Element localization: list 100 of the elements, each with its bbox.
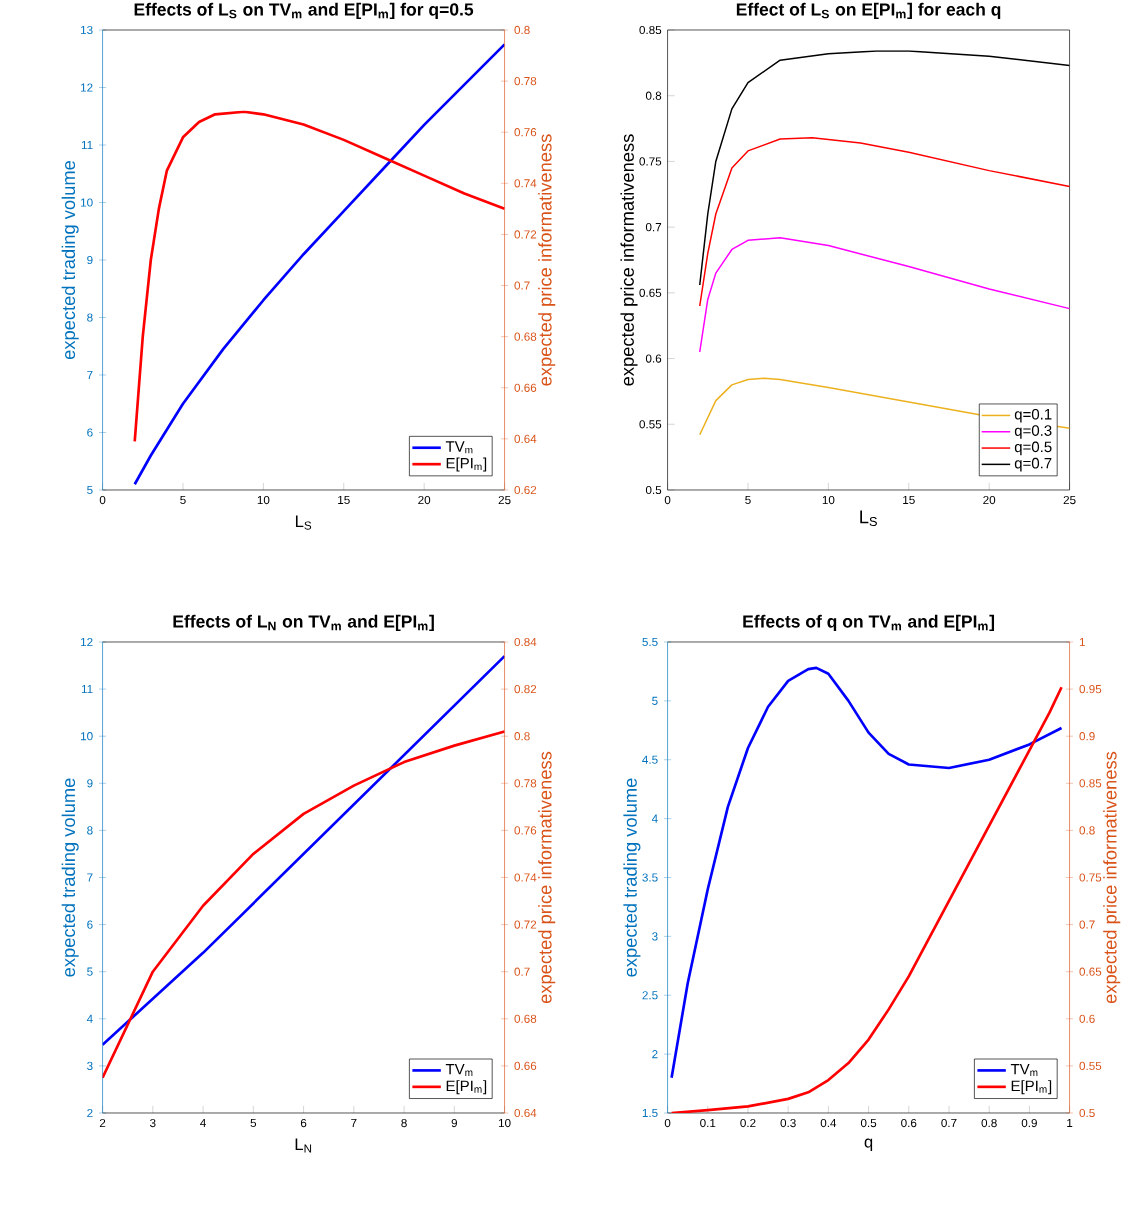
y-tick-label: 4 <box>87 1014 93 1023</box>
line-series <box>699 236 1070 353</box>
x-tick-label: 5 <box>250 1118 257 1128</box>
y2-tick-label: 0.7 <box>514 281 530 290</box>
y-tick-label: 0.85 <box>639 25 662 35</box>
x-tick-label: 0.8 <box>981 1118 997 1128</box>
y2-tick-label: 0.65 <box>1079 967 1102 976</box>
y2-tick-label: 0.64 <box>514 434 537 443</box>
x-tick-label: 0.6 <box>901 1118 917 1128</box>
y-tick-label: 10 <box>81 198 93 207</box>
legend-label: TV$_{m}$ <box>1011 1064 1038 1076</box>
y2-axis-title: expected price informativeness <box>538 134 556 386</box>
chart-title: Effects of q on TV$_{m}$ and E[PI$_{m}$] <box>743 614 995 632</box>
legend-label: E[PI$_{m}$] <box>446 457 487 472</box>
x-tick-label: 7 <box>351 1118 357 1127</box>
legend-label: q=0.1 <box>1015 408 1052 423</box>
legend-label: q=0.7 <box>1015 457 1052 472</box>
y-tick-label: 12 <box>81 83 93 92</box>
x-tick-label: 0.1 <box>700 1118 716 1128</box>
line-series <box>699 137 1070 307</box>
x-tick-label: 0 <box>99 495 106 505</box>
y-tick-label: 0.5 <box>646 485 662 495</box>
y2-tick-label: 0.5 <box>1079 1108 1095 1118</box>
x-tick-label: 3 <box>150 1118 156 1128</box>
y2-tick-label: 0.66 <box>514 383 537 392</box>
x-axis-title: q <box>864 1138 873 1152</box>
y-tick-label: 6 <box>87 920 93 929</box>
y2-tick-label: 0.76 <box>514 826 537 835</box>
x-tick-label: 0.4 <box>820 1118 837 1128</box>
y2-axis-title: expected price informativeness <box>1103 751 1121 1004</box>
x-tick-label: 15 <box>338 495 350 505</box>
y-axis-title: expected trading volume <box>61 160 79 360</box>
y-tick-label: 6 <box>87 428 93 437</box>
y-tick-label: 11 <box>82 685 93 694</box>
legend-label: q=0.3 <box>1015 425 1052 439</box>
y-tick-label: 3 <box>652 932 658 941</box>
x-tick-label: 5 <box>180 495 186 505</box>
y2-tick-label: 0.72 <box>514 230 537 239</box>
y-tick-label: 10 <box>81 732 93 741</box>
x-tick-label: 1 <box>1067 1118 1073 1127</box>
y2-tick-label: 0.55 <box>1079 1061 1102 1071</box>
y-tick-label: 1.5 <box>643 1108 658 1118</box>
y-tick-label: 4.5 <box>642 755 658 764</box>
x-tick-label: 0 <box>664 495 671 505</box>
legend-label: TV$_{m}$ <box>446 1064 473 1076</box>
y-tick-label: 9 <box>87 255 93 265</box>
y2-tick-label: 0.8 <box>514 732 530 741</box>
y-axis-title: expected trading volume <box>61 778 79 977</box>
legend-label: TV$_{m}$ <box>446 441 473 454</box>
x-tick-label: 20 <box>418 495 431 505</box>
y-tick-label: 11 <box>82 140 93 150</box>
y-tick-label: 9 <box>87 779 93 788</box>
y-tick-label: 7 <box>87 370 93 380</box>
x-tick-label: 0.2 <box>740 1118 756 1128</box>
y2-tick-label: 0.75 <box>1079 873 1102 882</box>
y2-tick-label: 0.74 <box>514 179 537 188</box>
line-series <box>133 110 505 443</box>
y2-tick-label: 0.82 <box>514 684 537 694</box>
x-axis-title: L$_{N}$ <box>295 1138 312 1153</box>
y-axis-title: expected trading volume <box>623 778 641 977</box>
x-tick-label: 5 <box>745 495 751 505</box>
x-tick-label: 10 <box>822 495 835 505</box>
y2-tick-label: 0.68 <box>514 332 537 341</box>
legend-label: E[PI$_{m}$] <box>1011 1080 1052 1095</box>
y2-tick-label: 0.78 <box>514 779 537 788</box>
y2-tick-label: 0.7 <box>514 967 530 976</box>
y2-axis-title: expected price informativeness <box>538 751 556 1004</box>
y-tick-label: 0.55 <box>639 420 662 429</box>
x-tick-label: 25 <box>1063 495 1076 505</box>
y2-tick-label: 0.76 <box>514 128 537 137</box>
y-tick-label: 2 <box>652 1050 658 1059</box>
y2-tick-label: 0.72 <box>514 920 537 929</box>
chart-title: Effects of L$_{N}$ on TV$_{m}$ and E[PI$_{m}$] <box>173 614 435 632</box>
y-tick-label: 2 <box>87 1108 93 1118</box>
y-tick-label: 5.5 <box>642 637 658 647</box>
y2-tick-label: 0.9 <box>1079 732 1095 741</box>
y-tick-label: 5 <box>87 967 93 976</box>
x-tick-label: 0.7 <box>941 1118 957 1128</box>
y-axis-title: expected price informativeness <box>620 134 638 386</box>
y2-tick-label: 0.7 <box>1079 920 1095 929</box>
x-tick-label: 6 <box>301 1118 307 1128</box>
y2-tick-label: 0.85 <box>1079 779 1102 788</box>
y-tick-label: 7 <box>87 873 93 882</box>
y2-tick-label: 0.66 <box>514 1061 537 1071</box>
y2-tick-label: 0.78 <box>514 76 537 86</box>
y2-tick-label: 0.74 <box>514 873 537 882</box>
chart-title: Effects of L$_{S}$ on TV$_{m}$ and E[PI$_{m}$] for q=0.5 <box>134 2 474 20</box>
y-tick-label: 5 <box>87 485 93 495</box>
line-series <box>102 730 505 1080</box>
y-tick-label: 3 <box>87 1061 93 1071</box>
y2-tick-label: 0.84 <box>514 637 537 647</box>
y2-tick-label: 0.64 <box>514 1108 537 1118</box>
y-tick-label: 0.75 <box>639 157 662 166</box>
chart-title: Effect of L$_{S}$ on E[PI$_{m}$] for each q <box>737 2 1001 20</box>
x-tick-label: 2 <box>100 1118 106 1128</box>
x-tick-label: 9 <box>451 1118 458 1128</box>
y-tick-label: 8 <box>87 826 93 835</box>
y-tick-label: 3.5 <box>642 873 658 882</box>
y-tick-label: 0.8 <box>646 91 662 100</box>
x-tick-label: 8 <box>401 1118 408 1128</box>
